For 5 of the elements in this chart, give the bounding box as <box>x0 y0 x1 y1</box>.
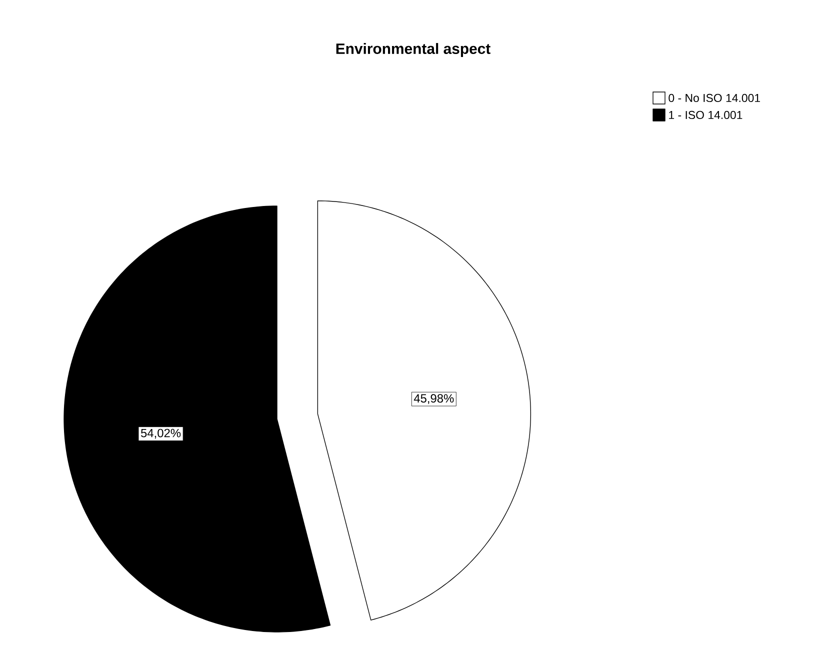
data-label: 45,98% <box>414 394 454 404</box>
chart-title: Environmental aspect <box>336 43 490 57</box>
data-label: 54,02% <box>140 428 181 439</box>
legend-label: 0 - No ISO 14.001 <box>668 94 760 102</box>
legend-label: 1 - ISO 14.001 <box>669 110 742 120</box>
